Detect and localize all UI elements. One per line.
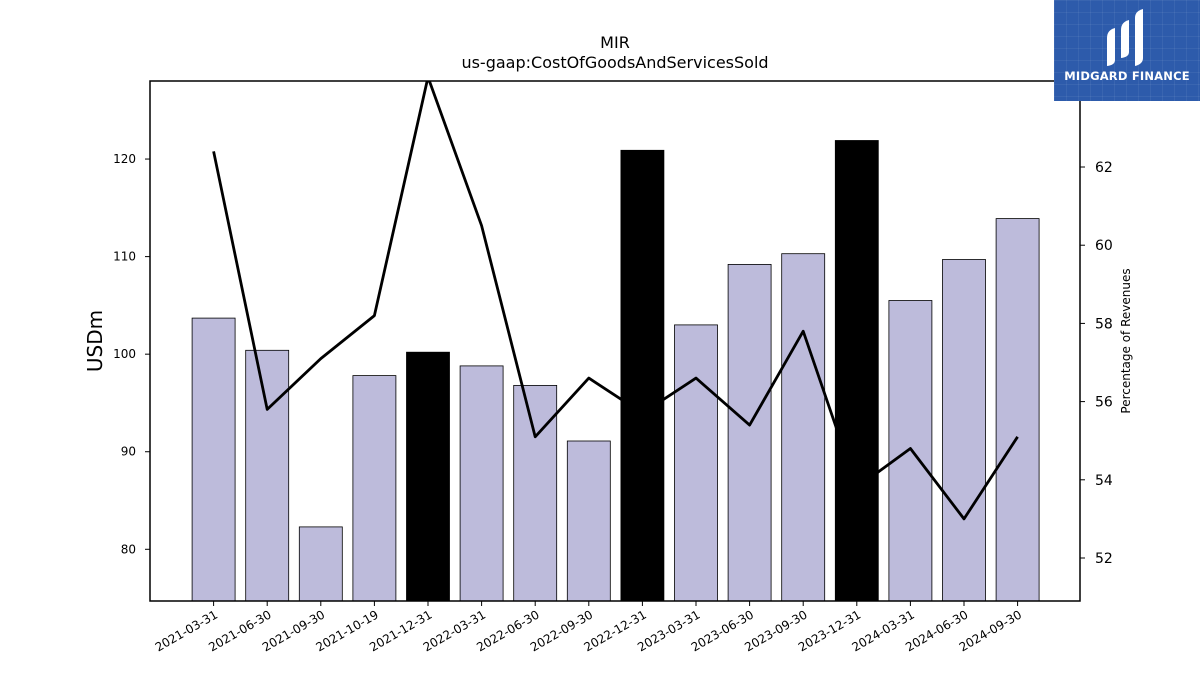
left-axis: 80 90 100 110 120 (113, 152, 150, 556)
chart-subtitle: us-gaap:CostOfGoodsAndServicesSold (461, 53, 768, 72)
brand-logo: MIDGARD FINANCE (1054, 0, 1200, 101)
bar (459, 365, 504, 602)
bar (727, 263, 772, 602)
percentage-line (212, 81, 1019, 521)
y-tick-label: 100 (113, 347, 136, 361)
bar (995, 218, 1040, 602)
y-axis-label: USDm (83, 310, 107, 372)
plot-frame (149, 80, 1081, 602)
bar (352, 375, 397, 602)
line-group (212, 81, 1019, 521)
y-tick-label: 80 (121, 542, 136, 556)
bar (298, 526, 343, 602)
y2-tick-label: 60 (1095, 238, 1113, 254)
bar (191, 317, 236, 602)
bar (674, 324, 718, 602)
logo-text: MIDGARD FINANCE (1064, 69, 1190, 83)
y-tick-label: 90 (121, 445, 136, 459)
bar (406, 351, 450, 602)
right-axis: 52 54 56 58 60 62 (1080, 160, 1113, 567)
y2-tick-label: 56 (1095, 395, 1113, 411)
bar (620, 149, 665, 602)
bar (245, 349, 290, 602)
y2-tick-label: 58 (1095, 316, 1113, 332)
midgard-logo-icon (1107, 9, 1143, 66)
bar (834, 140, 879, 602)
y-tick-label: 120 (113, 152, 136, 166)
bar-group (191, 140, 1040, 602)
bar (566, 440, 611, 602)
chart-title: MIR (600, 33, 630, 52)
bar (513, 384, 558, 602)
y2-tick-label: 52 (1095, 551, 1113, 567)
y-tick-label: 110 (113, 250, 136, 264)
y2-axis-label: Percentage of Revenues (1119, 268, 1133, 413)
y2-tick-label: 54 (1095, 473, 1113, 489)
y2-tick-label: 62 (1095, 160, 1113, 176)
bar (781, 253, 826, 602)
x-axis: 2021-03-312021-06-302021-09-302021-10-19… (153, 601, 1024, 654)
bar (942, 259, 986, 602)
